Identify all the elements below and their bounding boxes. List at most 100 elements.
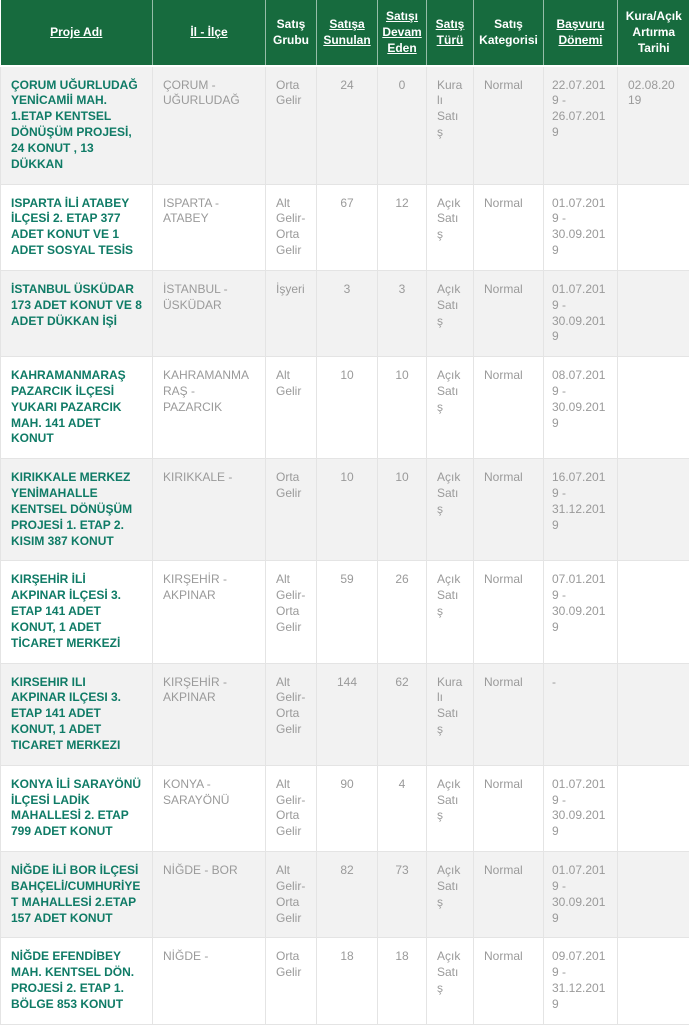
- col-label-satis-grubu: Satış Grubu: [273, 17, 309, 47]
- col-label-satis-kategorisi: Satış Kategorisi: [479, 17, 538, 47]
- sales-group-cell: İşyeri: [266, 270, 317, 356]
- application-period-cell: 08.07.2019 - 30.09.2019: [544, 357, 618, 459]
- sort-link-basvuru-donemi[interactable]: Başvuru Dönemi: [556, 17, 604, 47]
- sale-category-cell: Normal: [474, 459, 544, 561]
- offered-count-cell: 144: [317, 663, 378, 765]
- lottery-date-cell: [618, 938, 689, 1024]
- ongoing-count-cell: 12: [378, 184, 427, 270]
- table-row: KIRSEHIR ILI AKPINAR ILÇESI 3. ETAP 141 …: [1, 663, 689, 765]
- ongoing-count-cell: 26: [378, 561, 427, 663]
- sales-group-cell: Alt Gelir-Orta Gelir: [266, 184, 317, 270]
- project-cell: NİĞDE EFENDİBEY MAH. KENTSEL DÖN. PROJES…: [1, 938, 153, 1024]
- col-header-proje-adi: Proje Adı: [1, 0, 153, 66]
- sale-category-cell: Normal: [474, 663, 544, 765]
- ongoing-count-cell: 3: [378, 270, 427, 356]
- application-period-cell: 01.07.2019 - 30.09.2019: [544, 270, 618, 356]
- province-district-cell: KONYA - SARAYÖNÜ: [153, 765, 266, 851]
- application-period-cell: -: [544, 663, 618, 765]
- sale-category-cell: Normal: [474, 357, 544, 459]
- province-district-cell: KIRŞEHİR - AKPINAR: [153, 663, 266, 765]
- header-row: Proje Adı İl - İlçe Satış Grubu Satışa Sunu…: [1, 0, 689, 66]
- sale-type-cell: Kuralı Satış: [427, 663, 474, 765]
- table-row: ÇORUM UĞURLUDAĞ YENİCAMİİ MAH. 1.ETAP KE…: [1, 66, 689, 184]
- project-link[interactable]: ISPARTA İLİ ATABEY İLÇESİ 2. ETAP 377 AD…: [11, 196, 142, 259]
- application-period-cell: 22.07.2019 - 26.07.2019: [544, 66, 618, 184]
- application-period-cell: 01.07.2019 - 30.09.2019: [544, 184, 618, 270]
- sales-group-cell: Alt Gelir-Orta Gelir: [266, 561, 317, 663]
- table-row: ISPARTA İLİ ATABEY İLÇESİ 2. ETAP 377 AD…: [1, 184, 689, 270]
- ongoing-count-cell: 73: [378, 852, 427, 938]
- table-row: KIRIKKALE MERKEZ YENİMAHALLE KENTSEL DÖN…: [1, 459, 689, 561]
- sort-link-satisa-sunulan[interactable]: Satışa Sunulan: [323, 17, 370, 47]
- project-cell: KIRŞEHİR İLİ AKPINAR İLÇESİ 3. ETAP 141 …: [1, 561, 153, 663]
- sales-group-cell: Alt Gelir-Orta Gelir: [266, 663, 317, 765]
- lottery-date-cell: [618, 270, 689, 356]
- application-period-cell: 09.07.2019 - 31.12.2019: [544, 938, 618, 1024]
- application-period-cell: 16.07.2019 - 31.12.2019: [544, 459, 618, 561]
- ongoing-count-cell: 10: [378, 459, 427, 561]
- table-row: KIRŞEHİR İLİ AKPINAR İLÇESİ 3. ETAP 141 …: [1, 561, 689, 663]
- sale-category-cell: Normal: [474, 561, 544, 663]
- sale-category-cell: Normal: [474, 765, 544, 851]
- application-period-cell: 01.07.2019 - 30.09.2019: [544, 765, 618, 851]
- project-link[interactable]: NİĞDE İLİ BOR İLÇESİ BAHÇELİ/CUMHURİYET …: [11, 863, 142, 926]
- lottery-date-cell: 02.08.2019: [618, 66, 689, 184]
- col-header-satisa-sunulan: Satışa Sunulan: [317, 0, 378, 66]
- project-link[interactable]: İSTANBUL ÜSKÜDAR 173 ADET KONUT VE 8 ADE…: [11, 282, 142, 329]
- project-link[interactable]: KAHRAMANMARAŞ PAZARCIK İLÇESİ YUKARI PAZ…: [11, 368, 142, 447]
- lottery-date-cell: [618, 561, 689, 663]
- sale-category-cell: Normal: [474, 270, 544, 356]
- project-link[interactable]: KIRSEHIR ILI AKPINAR ILÇESI 3. ETAP 141 …: [11, 675, 142, 754]
- col-header-satis-turu: Satış Türü: [427, 0, 474, 66]
- col-label-kura-acik-artirma-tarihi: Kura/Açık Artırma Tarihi: [626, 9, 682, 55]
- table-header: Proje Adı İl - İlçe Satış Grubu Satışa Sunu…: [1, 0, 689, 66]
- ongoing-count-cell: 10: [378, 357, 427, 459]
- project-link[interactable]: NİĞDE EFENDİBEY MAH. KENTSEL DÖN. PROJES…: [11, 949, 142, 1012]
- ongoing-count-cell: 4: [378, 765, 427, 851]
- offered-count-cell: 24: [317, 66, 378, 184]
- province-district-cell: NİĞDE - BOR: [153, 852, 266, 938]
- application-period-cell: 07.01.2019 - 30.09.2019: [544, 561, 618, 663]
- project-cell: KIRIKKALE MERKEZ YENİMAHALLE KENTSEL DÖN…: [1, 459, 153, 561]
- offered-count-cell: 59: [317, 561, 378, 663]
- offered-count-cell: 10: [317, 459, 378, 561]
- sales-group-cell: Orta Gelir: [266, 66, 317, 184]
- province-district-cell: KIRŞEHİR - AKPINAR: [153, 561, 266, 663]
- offered-count-cell: 82: [317, 852, 378, 938]
- sale-category-cell: Normal: [474, 66, 544, 184]
- project-cell: KAHRAMANMARAŞ PAZARCIK İLÇESİ YUKARI PAZ…: [1, 357, 153, 459]
- sort-link-il-ilce[interactable]: İl - İlçe: [190, 25, 227, 39]
- ongoing-count-cell: 62: [378, 663, 427, 765]
- col-header-kura-acik-artirma-tarihi: Kura/Açık Artırma Tarihi: [618, 0, 689, 66]
- sort-link-satis-turu[interactable]: Satış Türü: [436, 17, 465, 47]
- sale-type-cell: Açık Satış: [427, 184, 474, 270]
- project-cell: ISPARTA İLİ ATABEY İLÇESİ 2. ETAP 377 AD…: [1, 184, 153, 270]
- offered-count-cell: 3: [317, 270, 378, 356]
- sales-group-cell: Alt Gelir-Orta Gelir: [266, 852, 317, 938]
- sales-group-cell: Alt Gelir-Orta Gelir: [266, 765, 317, 851]
- sale-type-cell: Açık Satış: [427, 938, 474, 1024]
- project-link[interactable]: KONYA İLİ SARAYÖNÜ İLÇESİ LADİK MAHALLES…: [11, 777, 142, 840]
- project-cell: İSTANBUL ÜSKÜDAR 173 ADET KONUT VE 8 ADE…: [1, 270, 153, 356]
- table-body: ÇORUM UĞURLUDAĞ YENİCAMİİ MAH. 1.ETAP KE…: [1, 66, 689, 1025]
- project-link[interactable]: KIRŞEHİR İLİ AKPINAR İLÇESİ 3. ETAP 141 …: [11, 572, 142, 651]
- sale-type-cell: Açık Satış: [427, 459, 474, 561]
- col-header-satisi-devam-eden: Satışı Devam Eden: [378, 0, 427, 66]
- sort-link-satisi-devam-eden[interactable]: Satışı Devam Eden: [382, 9, 421, 55]
- table-row: NİĞDE EFENDİBEY MAH. KENTSEL DÖN. PROJES…: [1, 938, 689, 1024]
- sale-type-cell: Açık Satış: [427, 765, 474, 851]
- project-cell: NİĞDE İLİ BOR İLÇESİ BAHÇELİ/CUMHURİYET …: [1, 852, 153, 938]
- offered-count-cell: 90: [317, 765, 378, 851]
- project-cell: KIRSEHIR ILI AKPINAR ILÇESI 3. ETAP 141 …: [1, 663, 153, 765]
- sort-link-proje-adi[interactable]: Proje Adı: [50, 25, 102, 39]
- project-link[interactable]: KIRIKKALE MERKEZ YENİMAHALLE KENTSEL DÖN…: [11, 470, 142, 549]
- lottery-date-cell: [618, 765, 689, 851]
- application-period-cell: 01.07.2019 - 30.09.2019: [544, 852, 618, 938]
- table-row: KONYA İLİ SARAYÖNÜ İLÇESİ LADİK MAHALLES…: [1, 765, 689, 851]
- province-district-cell: İSTANBUL - ÜSKÜDAR: [153, 270, 266, 356]
- table-row: İSTANBUL ÜSKÜDAR 173 ADET KONUT VE 8 ADE…: [1, 270, 689, 356]
- lottery-date-cell: [618, 459, 689, 561]
- project-link[interactable]: ÇORUM UĞURLUDAĞ YENİCAMİİ MAH. 1.ETAP KE…: [11, 78, 142, 173]
- col-header-basvuru-donemi: Başvuru Dönemi: [544, 0, 618, 66]
- project-cell: ÇORUM UĞURLUDAĞ YENİCAMİİ MAH. 1.ETAP KE…: [1, 66, 153, 184]
